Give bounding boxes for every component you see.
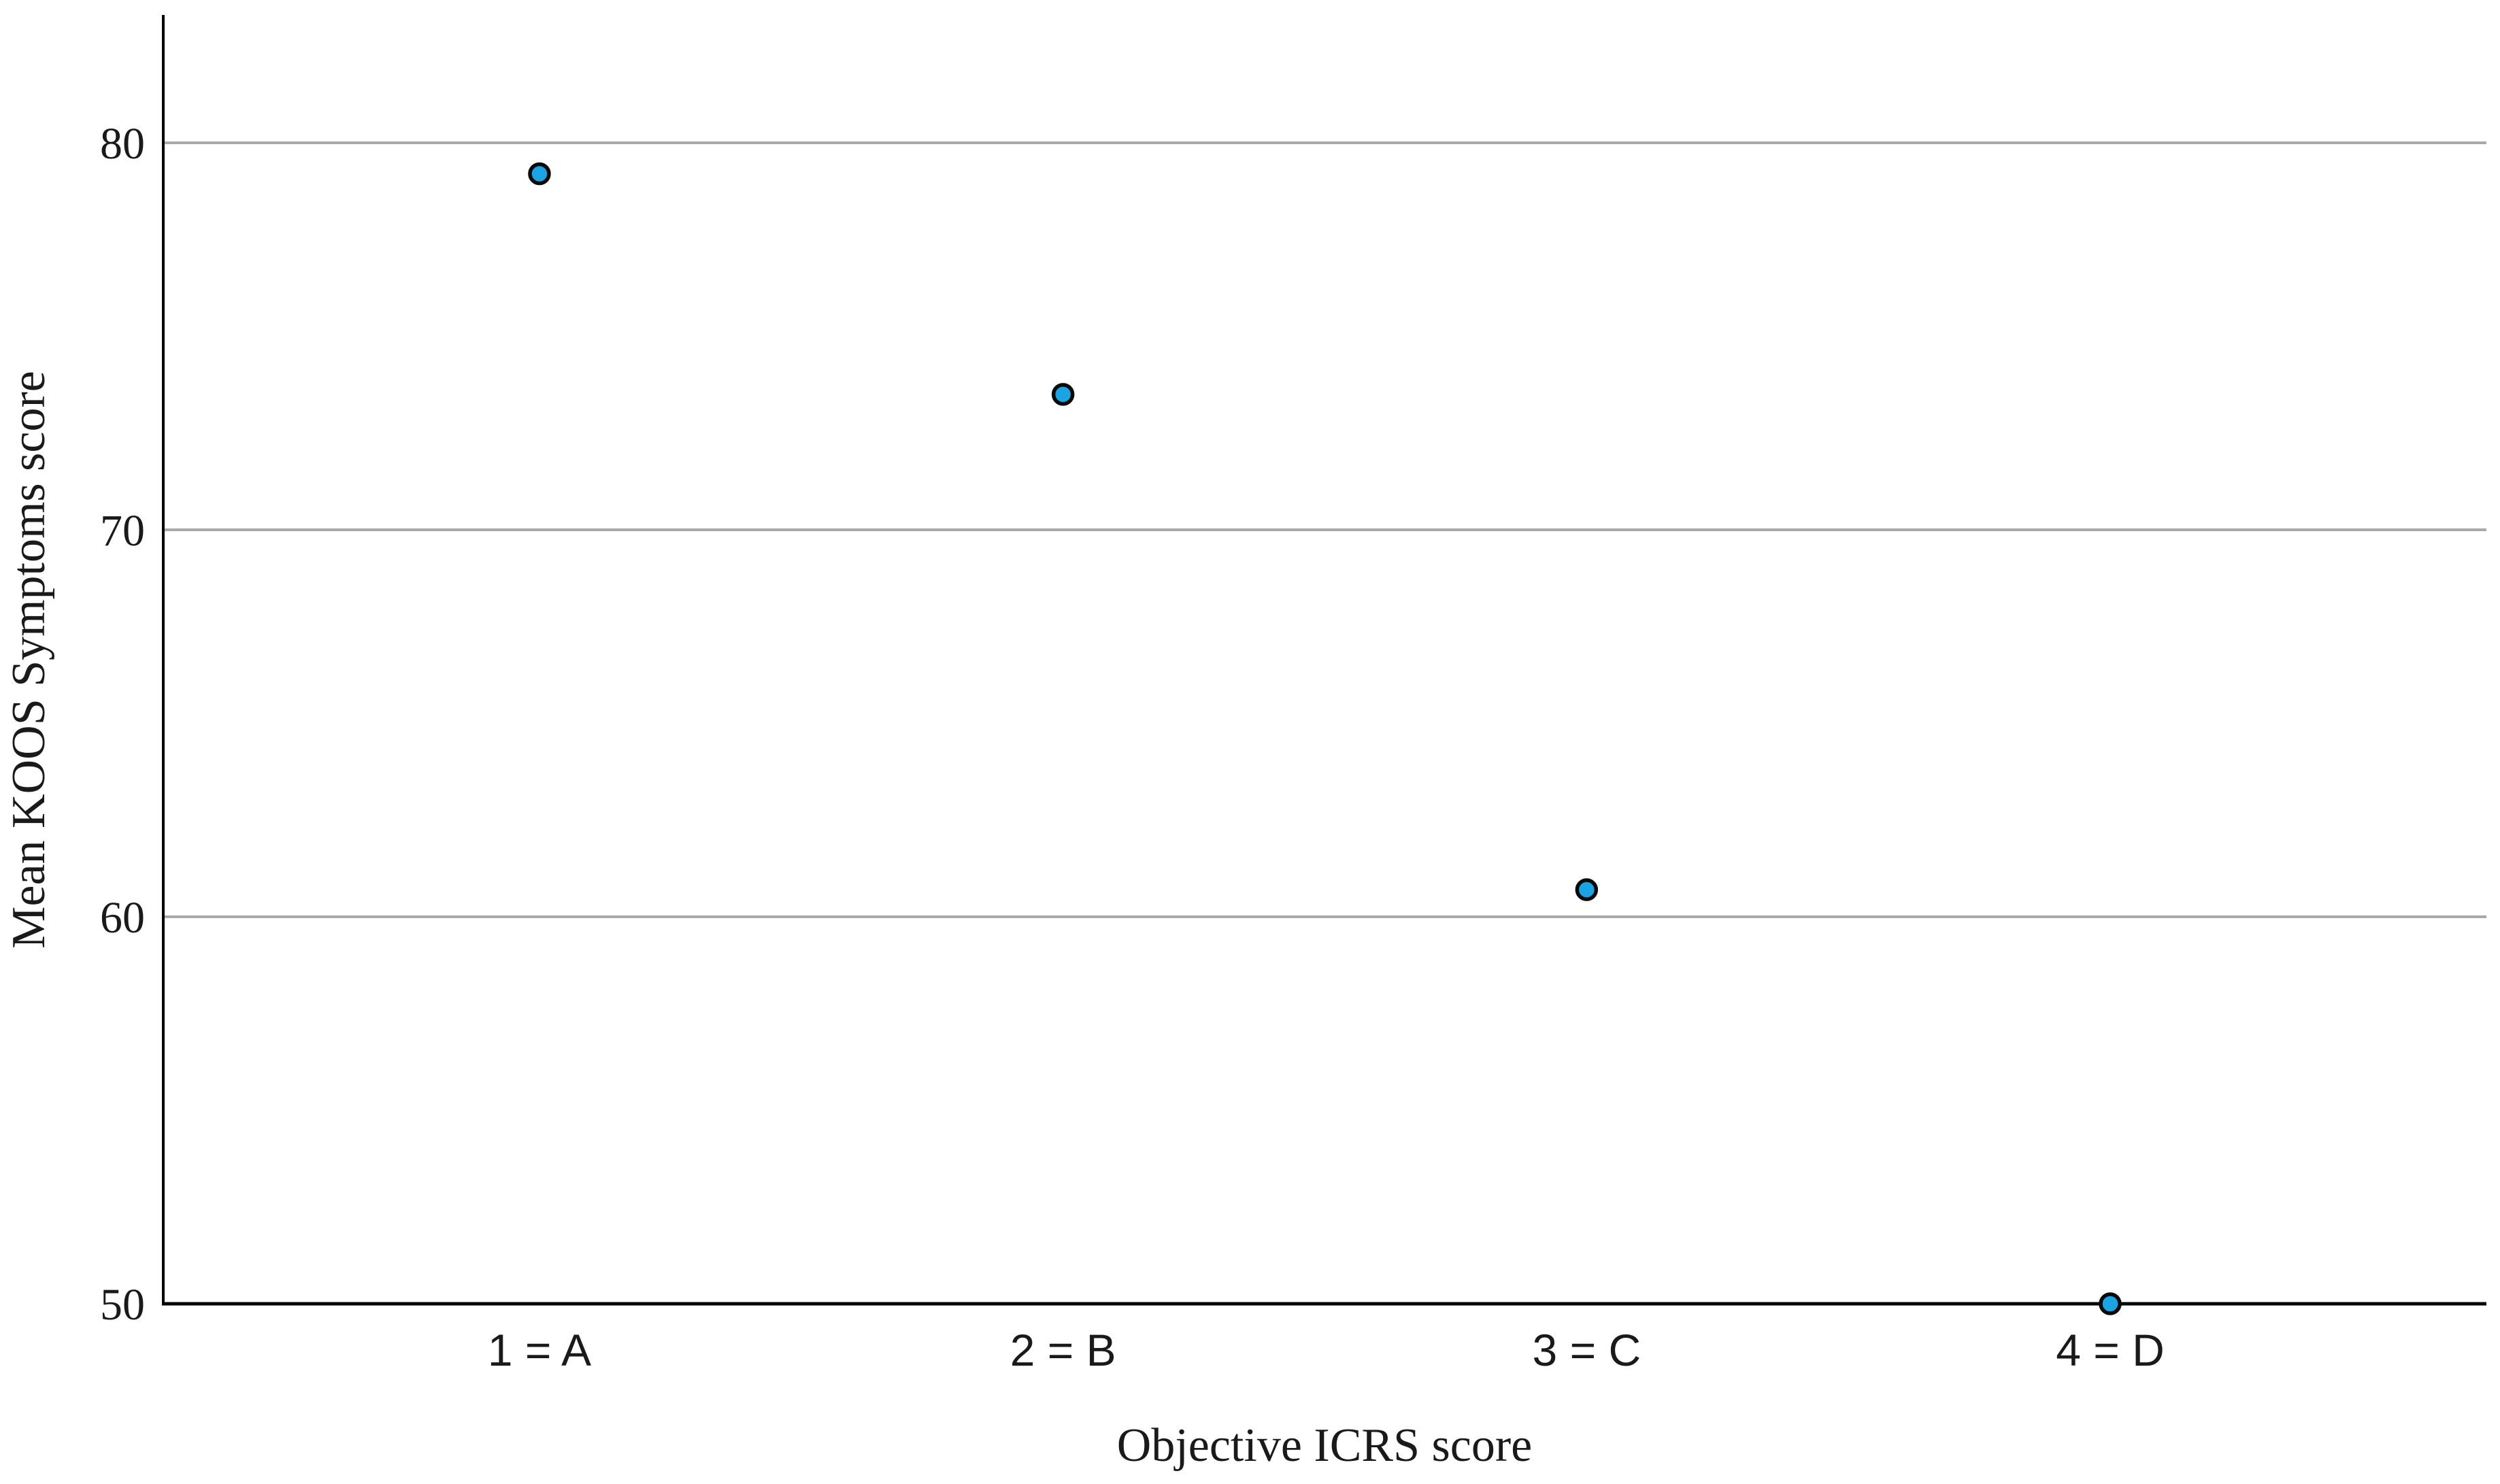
x-tick-label-2: 2 = B [1010,1325,1116,1375]
x-tick-label-3: 3 = C [1533,1325,1641,1375]
x-tick-label-4: 4 = D [2056,1325,2165,1375]
data-point-2 [1051,383,1075,406]
y-axis-title: Mean KOOS Symptoms score [3,371,55,949]
x-axis-title: Objective ICRS score [1117,1419,1532,1472]
data-point-3 [1575,878,1599,901]
x-tick-label-1: 1 = A [488,1325,591,1375]
gridlines-group [163,141,2486,918]
y-tick-label-50: 50 [100,1280,145,1330]
y-tick-labels-group: 50 60 70 80 [100,119,145,1330]
y-tick-label-80: 80 [100,119,145,169]
data-point-1 [528,162,551,186]
y-tick-label-70: 70 [100,506,145,556]
data-points-group [528,162,2122,1315]
data-point-4 [2099,1292,2122,1315]
x-tick-labels-group: 1 = A 2 = B 3 = C 4 = D [488,1325,2165,1375]
y-tick-label-60: 60 [100,893,145,943]
